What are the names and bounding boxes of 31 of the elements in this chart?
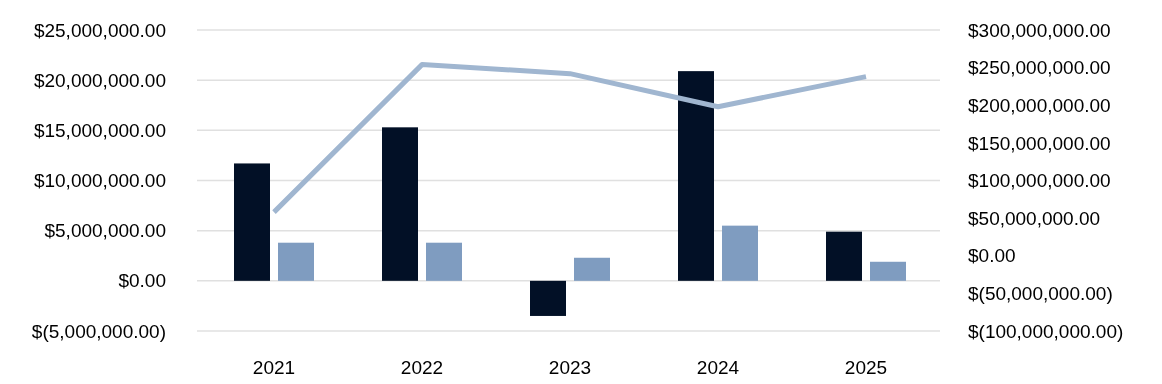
y2-tick-label: $(100,000,000.00) <box>968 320 1124 342</box>
y2-tick-label: $200,000,000.00 <box>968 94 1111 116</box>
y2-tick-label: $250,000,000.00 <box>968 57 1111 79</box>
y2-tick-label: $300,000,000.00 <box>968 19 1111 41</box>
bar <box>678 71 714 281</box>
y2-tick-label: $0.00 <box>968 245 1016 267</box>
bar <box>426 242 462 281</box>
x-tick-label: 2021 <box>252 357 296 378</box>
y2-tick-label: $(50,000,000.00) <box>968 283 1113 305</box>
y-tick-label: $0.00 <box>118 270 166 292</box>
bar <box>826 231 862 281</box>
y-tick-label: $15,000,000.00 <box>33 119 166 141</box>
y-tick-label: $5,000,000.00 <box>44 220 166 242</box>
x-tick-label: 2024 <box>696 357 740 378</box>
y2-tick-label: $50,000,000.00 <box>968 207 1101 229</box>
y-tick-label: $25,000,000.00 <box>33 19 166 41</box>
bar <box>722 225 758 281</box>
y-tick-label: $(5,000,000.00) <box>31 320 166 342</box>
bar <box>574 257 610 281</box>
y2-tick-label: $150,000,000.00 <box>968 132 1111 154</box>
bar <box>278 242 314 281</box>
x-tick-label: 2022 <box>400 357 444 378</box>
bar <box>870 261 906 281</box>
bar <box>530 280 566 316</box>
x-tick-label: 2025 <box>844 357 888 378</box>
bar <box>382 127 418 281</box>
y2-tick-label: $100,000,000.00 <box>968 170 1111 192</box>
x-tick-label: 2023 <box>548 357 592 378</box>
y-tick-label: $20,000,000.00 <box>33 69 166 91</box>
y-tick-label: $10,000,000.00 <box>33 170 166 192</box>
bar <box>234 163 270 281</box>
